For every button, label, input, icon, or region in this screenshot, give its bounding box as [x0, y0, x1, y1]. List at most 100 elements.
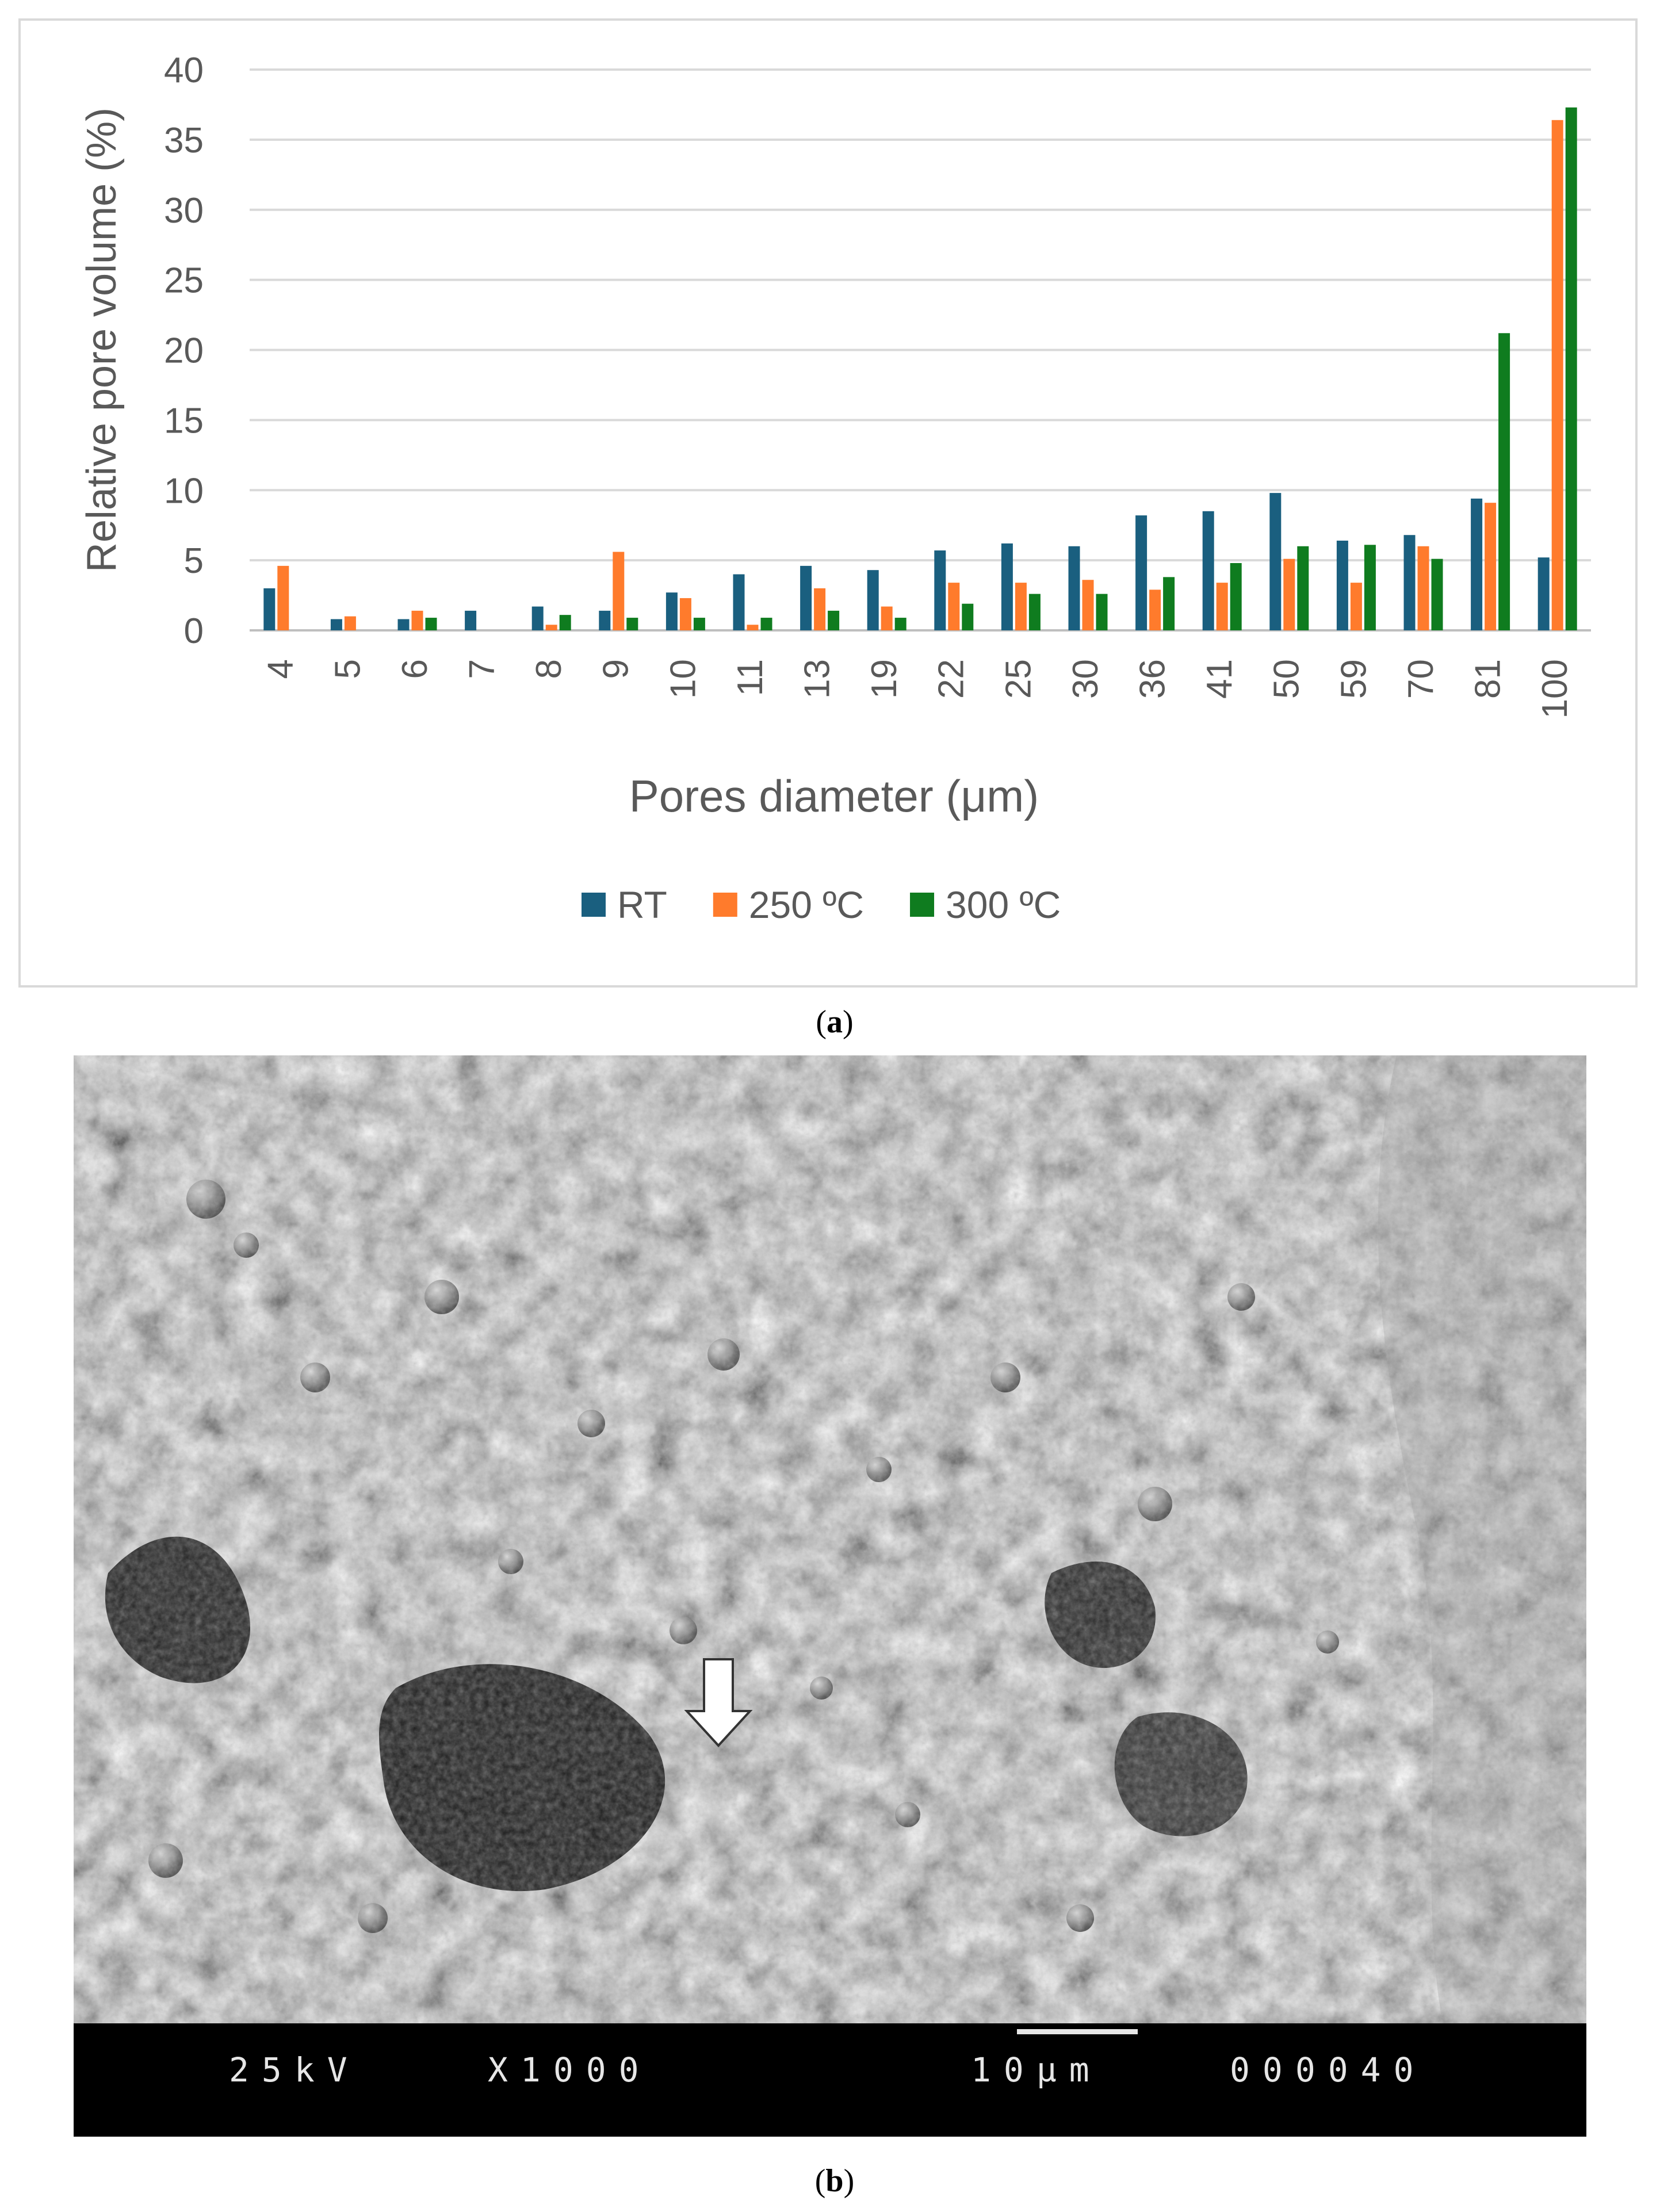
bar — [559, 615, 571, 630]
caption-a: (a) — [816, 1004, 854, 1040]
y-tick-label: 35 — [164, 121, 204, 160]
arrow-down-icon — [684, 1658, 753, 1747]
bar — [1336, 541, 1348, 630]
bar — [1096, 594, 1108, 630]
bar — [814, 588, 826, 630]
bar — [1001, 543, 1013, 630]
x-tick-label: 19 — [865, 659, 904, 699]
caption-b-letter: b — [825, 2163, 844, 2199]
bar — [1565, 107, 1577, 630]
bar — [1471, 498, 1483, 630]
bar — [1350, 583, 1362, 630]
bar — [277, 565, 289, 630]
bar — [1297, 546, 1309, 630]
y-tick-label: 15 — [164, 401, 204, 441]
x-tick-label: 25 — [999, 659, 1038, 699]
x-tick-label: 70 — [1401, 659, 1441, 699]
bar — [411, 610, 423, 630]
x-tick-label: 4 — [261, 659, 301, 679]
bar — [465, 610, 477, 630]
bar — [1364, 545, 1376, 630]
x-tick-label: 36 — [1133, 659, 1172, 699]
x-tick-label: 10 — [663, 659, 703, 699]
caption-b: (b) — [814, 2163, 855, 2199]
x-tick-label: 7 — [462, 659, 502, 679]
bar — [613, 552, 625, 630]
legend-label: RT — [617, 883, 667, 926]
bar — [1551, 120, 1563, 630]
bar — [1015, 583, 1027, 630]
bar — [1135, 515, 1148, 630]
x-tick-label: 11 — [730, 659, 770, 696]
bar — [626, 618, 638, 630]
x-tick-label: 9 — [596, 659, 636, 679]
bar — [425, 618, 437, 630]
bar — [1149, 590, 1161, 630]
bar — [1230, 563, 1242, 630]
x-tick-label: 81 — [1468, 659, 1508, 699]
bar — [1028, 594, 1041, 630]
bar — [867, 570, 879, 630]
sem-voltage-label: 25kV — [229, 2050, 360, 2089]
x-tick-label: 30 — [1066, 659, 1106, 699]
bar — [531, 606, 544, 630]
bar — [800, 565, 812, 630]
sem-info-bar — [74, 2023, 1586, 2137]
sem-micrograph-panel: 25kV X1000 10μm 000040 — [74, 1055, 1586, 2137]
y-tick-label: 30 — [164, 191, 204, 231]
bar — [679, 598, 691, 630]
bar — [693, 618, 705, 630]
x-tick-label: 6 — [395, 659, 435, 679]
bar — [1498, 333, 1510, 630]
y-tick-label: 10 — [164, 471, 204, 511]
bar — [962, 603, 974, 630]
bar — [665, 592, 678, 630]
bar — [330, 619, 342, 630]
y-tick-label: 0 — [184, 611, 204, 651]
bar — [1431, 558, 1443, 630]
y-tick-label: 25 — [164, 261, 204, 301]
x-tick-label: 22 — [932, 659, 971, 699]
legend-swatch — [582, 893, 606, 917]
y-tick-label: 5 — [184, 541, 204, 581]
y-axis-title: Relative pore volume (%) — [79, 108, 125, 572]
x-tick-label: 50 — [1267, 659, 1307, 699]
legend-label: 250 ºC — [749, 883, 864, 926]
bar — [881, 606, 893, 630]
chart-panel: 0 5 10 15 20 25 30 35 40 4 5 6 7 8 9 10 11 13 19 22 25 30 36 41… — [18, 18, 1638, 988]
bar — [397, 619, 410, 630]
bar — [1283, 558, 1295, 630]
bar — [1269, 493, 1282, 630]
bar — [1403, 535, 1416, 630]
bar — [934, 550, 946, 630]
bar — [1202, 511, 1214, 630]
bar — [1068, 546, 1080, 630]
x-tick-label: 13 — [797, 659, 837, 699]
bar — [733, 574, 745, 630]
x-tick-label: 100 — [1535, 659, 1575, 718]
x-tick-label: 41 — [1200, 659, 1240, 699]
bar — [1163, 577, 1175, 630]
bar — [545, 625, 557, 630]
sem-magnification-label: X1000 — [488, 2050, 652, 2089]
x-axis-title: Pores diameter (μm) — [629, 771, 1039, 821]
bar — [828, 610, 840, 630]
legend-swatch — [713, 893, 737, 917]
bar — [760, 618, 772, 630]
caption-a-letter: a — [827, 1004, 843, 1040]
legend-label: 300 ºC — [946, 883, 1061, 926]
bar — [948, 583, 960, 630]
bar — [894, 618, 907, 630]
sem-scale-bar — [1017, 2029, 1138, 2034]
bar — [1082, 580, 1094, 630]
bar — [344, 616, 356, 630]
sem-scale-label: 10μm — [971, 2050, 1102, 2089]
bar — [263, 588, 276, 630]
sem-micrograph — [74, 1055, 1586, 2023]
bar — [599, 610, 611, 630]
sem-image-id-label: 000040 — [1230, 2050, 1426, 2089]
bar — [1216, 583, 1228, 630]
y-tick-label: 20 — [164, 331, 204, 371]
legend-swatch — [910, 893, 935, 917]
